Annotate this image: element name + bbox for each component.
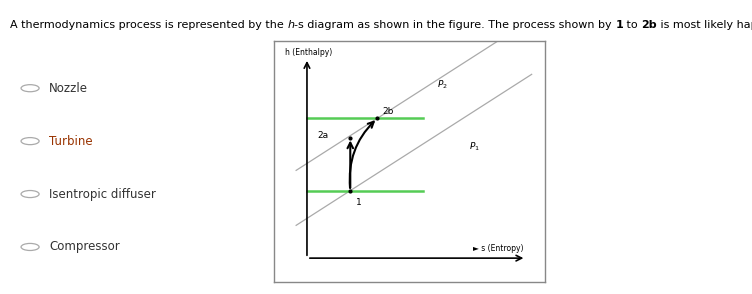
Text: h: h [287, 20, 294, 30]
Text: Turbine: Turbine [49, 135, 92, 148]
Text: Compressor: Compressor [49, 240, 120, 253]
Text: 1: 1 [615, 20, 623, 30]
Text: Nozzle: Nozzle [49, 82, 88, 95]
Text: 2b: 2b [383, 106, 394, 116]
Text: 2a: 2a [318, 131, 329, 140]
FancyArrowPatch shape [350, 122, 374, 188]
Text: ► s (Entropy): ► s (Entropy) [473, 244, 523, 253]
Text: to: to [623, 20, 641, 30]
Text: is most likely happens in ___________.: is most likely happens in ___________. [657, 19, 752, 31]
Text: 2b: 2b [641, 20, 657, 30]
Text: -s diagram as shown in the figure. The process shown by: -s diagram as shown in the figure. The p… [294, 20, 615, 30]
Text: 1: 1 [356, 198, 362, 207]
Text: Isentropic diffuser: Isentropic diffuser [49, 188, 156, 201]
Text: A thermodynamics process is represented by the: A thermodynamics process is represented … [10, 20, 287, 30]
Text: h (Enthalpy): h (Enthalpy) [285, 49, 332, 57]
Text: $P_2$: $P_2$ [437, 78, 447, 91]
Text: $P_1$: $P_1$ [469, 141, 481, 153]
